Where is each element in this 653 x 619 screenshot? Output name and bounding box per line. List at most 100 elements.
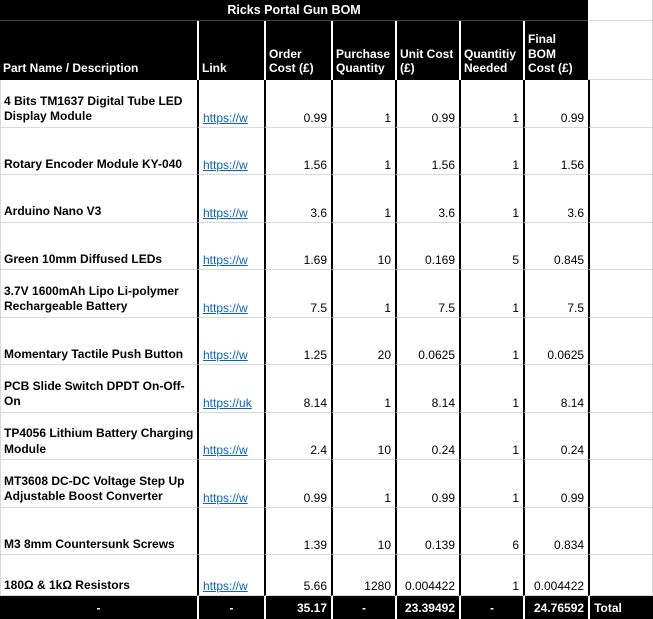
final-cost-cell[interactable]: 0.845 bbox=[523, 222, 589, 270]
part-link[interactable]: https://w bbox=[203, 253, 248, 267]
part-link[interactable]: https://w bbox=[203, 205, 248, 220]
order-cost-cell[interactable]: 2.4 bbox=[264, 412, 331, 460]
empty-cell[interactable] bbox=[588, 0, 653, 21]
quantity-needed-cell[interactable]: 1 bbox=[459, 80, 523, 128]
purchase-quantity-cell[interactable]: 1 bbox=[331, 460, 395, 508]
empty-cell[interactable] bbox=[588, 317, 653, 365]
empty-cell[interactable] bbox=[588, 127, 653, 175]
order-cost-cell[interactable]: 1.39 bbox=[264, 507, 331, 555]
order-cost-cell[interactable]: 1.69 bbox=[264, 222, 331, 270]
order-cost-cell[interactable]: 8.14 bbox=[264, 365, 331, 413]
total-quantity-needed-cell[interactable]: - bbox=[459, 596, 523, 619]
quantity-needed-cell[interactable]: 1 bbox=[459, 270, 523, 318]
total-part-name-cell[interactable]: - bbox=[0, 596, 197, 619]
empty-cell[interactable] bbox=[588, 555, 653, 596]
part-name-cell[interactable]: PCB Slide Switch DPDT On-Off- On bbox=[0, 365, 197, 413]
purchase-quantity-cell[interactable]: 10 bbox=[331, 222, 395, 270]
column-header-quantity-needed[interactable]: Quantitiy Needed bbox=[459, 21, 523, 80]
quantity-needed-cell[interactable]: 1 bbox=[459, 127, 523, 175]
link-cell[interactable]: https://w bbox=[197, 175, 264, 223]
part-link[interactable]: https://w bbox=[203, 443, 248, 457]
link-cell[interactable]: https://w bbox=[197, 222, 264, 270]
empty-cell[interactable] bbox=[588, 365, 653, 413]
link-cell[interactable]: https://w bbox=[197, 412, 264, 460]
final-cost-cell[interactable]: 7.5 bbox=[523, 270, 589, 318]
unit-cost-cell[interactable]: 0.99 bbox=[395, 80, 459, 128]
empty-cell[interactable] bbox=[588, 175, 653, 223]
purchase-quantity-cell[interactable]: 1 bbox=[331, 175, 395, 223]
order-cost-cell[interactable]: 0.99 bbox=[264, 460, 331, 508]
part-link[interactable]: https://w bbox=[203, 490, 248, 505]
empty-cell[interactable] bbox=[588, 460, 653, 508]
quantity-needed-cell[interactable]: 1 bbox=[459, 412, 523, 460]
purchase-quantity-cell[interactable]: 1 bbox=[331, 127, 395, 175]
total-order-cost-cell[interactable]: 35.17 bbox=[264, 596, 331, 619]
part-name-cell[interactable]: 4 Bits TM1637 Digital Tube LED Display M… bbox=[0, 80, 197, 128]
part-name-cell[interactable]: MT3608 DC-DC Voltage Step Up Adjustable … bbox=[0, 460, 197, 508]
part-link[interactable]: https://w bbox=[203, 300, 248, 315]
purchase-quantity-cell[interactable]: 1 bbox=[331, 270, 395, 318]
empty-cell[interactable] bbox=[588, 21, 653, 80]
link-cell[interactable]: https://w bbox=[197, 270, 264, 318]
unit-cost-cell[interactable]: 3.6 bbox=[395, 175, 459, 223]
part-name-cell[interactable]: M3 8mm Countersunk Screws bbox=[0, 507, 197, 555]
total-label[interactable]: Total bbox=[588, 596, 653, 619]
final-cost-cell[interactable]: 3.6 bbox=[523, 175, 589, 223]
link-cell[interactable]: https://w bbox=[197, 317, 264, 365]
link-cell[interactable] bbox=[197, 507, 264, 555]
purchase-quantity-cell[interactable]: 10 bbox=[331, 412, 395, 460]
empty-cell[interactable] bbox=[588, 222, 653, 270]
total-link-cell[interactable]: - bbox=[197, 596, 264, 619]
final-cost-cell[interactable]: 8.14 bbox=[523, 365, 589, 413]
unit-cost-cell[interactable]: 7.5 bbox=[395, 270, 459, 318]
part-name-cell[interactable]: 3.7V 1600mAh Lipo Li-polymer Rechargeabl… bbox=[0, 270, 197, 318]
column-header-final-bom-cost[interactable]: Final BOM Cost (£) bbox=[523, 21, 589, 80]
unit-cost-cell[interactable]: 0.0625 bbox=[395, 317, 459, 365]
column-header-purchase-quantity[interactable]: Purchase Quantity bbox=[331, 21, 395, 80]
part-name-cell[interactable]: Arduino Nano V3 bbox=[0, 175, 197, 223]
purchase-quantity-cell[interactable]: 1 bbox=[331, 80, 395, 128]
purchase-quantity-cell[interactable]: 10 bbox=[331, 507, 395, 555]
final-cost-cell[interactable]: 0.834 bbox=[523, 507, 589, 555]
order-cost-cell[interactable]: 0.99 bbox=[264, 80, 331, 128]
quantity-needed-cell[interactable]: 1 bbox=[459, 365, 523, 413]
sheet-title[interactable]: Ricks Portal Gun BOM bbox=[0, 0, 589, 21]
unit-cost-cell[interactable]: 0.24 bbox=[395, 412, 459, 460]
link-cell[interactable]: https://w bbox=[197, 460, 264, 508]
quantity-needed-cell[interactable]: 6 bbox=[459, 507, 523, 555]
unit-cost-cell[interactable]: 0.139 bbox=[395, 507, 459, 555]
total-purchase-quantity-cell[interactable]: - bbox=[331, 596, 395, 619]
quantity-needed-cell[interactable]: 1 bbox=[459, 555, 523, 596]
final-cost-cell[interactable]: 0.24 bbox=[523, 412, 589, 460]
unit-cost-cell[interactable]: 1.56 bbox=[395, 127, 459, 175]
part-link[interactable]: https://w bbox=[203, 110, 248, 125]
link-cell[interactable]: https://w bbox=[197, 127, 264, 175]
empty-cell[interactable] bbox=[588, 412, 653, 460]
quantity-needed-cell[interactable]: 1 bbox=[459, 460, 523, 508]
part-link[interactable]: https://w bbox=[203, 158, 248, 172]
final-cost-cell[interactable]: 0.99 bbox=[523, 460, 589, 508]
link-cell[interactable]: https://w bbox=[197, 555, 264, 596]
empty-cell[interactable] bbox=[588, 270, 653, 318]
column-header-unit-cost[interactable]: Unit Cost (£) bbox=[395, 21, 459, 80]
order-cost-cell[interactable]: 5.66 bbox=[264, 555, 331, 596]
part-name-cell[interactable]: Green 10mm Diffused LEDs bbox=[0, 222, 197, 270]
quantity-needed-cell[interactable]: 5 bbox=[459, 222, 523, 270]
final-cost-cell[interactable]: 0.99 bbox=[523, 80, 589, 128]
part-link[interactable]: https://w bbox=[203, 579, 248, 593]
part-name-cell[interactable]: Rotary Encoder Module KY-040 bbox=[0, 127, 197, 175]
purchase-quantity-cell[interactable]: 1 bbox=[331, 365, 395, 413]
column-header-part-name[interactable]: Part Name / Description bbox=[0, 21, 197, 80]
unit-cost-cell[interactable]: 0.99 bbox=[395, 460, 459, 508]
quantity-needed-cell[interactable]: 1 bbox=[459, 317, 523, 365]
quantity-needed-cell[interactable]: 1 bbox=[459, 175, 523, 223]
order-cost-cell[interactable]: 1.56 bbox=[264, 127, 331, 175]
column-header-order-cost[interactable]: Order Cost (£) bbox=[264, 21, 331, 80]
column-header-link[interactable]: Link bbox=[197, 21, 264, 80]
part-name-cell[interactable]: Momentary Tactile Push Button bbox=[0, 317, 197, 365]
part-name-cell[interactable]: 180Ω & 1kΩ Resistors bbox=[0, 555, 197, 596]
final-cost-cell[interactable]: 1.56 bbox=[523, 127, 589, 175]
part-link[interactable]: https://w bbox=[203, 348, 248, 362]
unit-cost-cell[interactable]: 0.004422 bbox=[395, 555, 459, 596]
order-cost-cell[interactable]: 7.5 bbox=[264, 270, 331, 318]
